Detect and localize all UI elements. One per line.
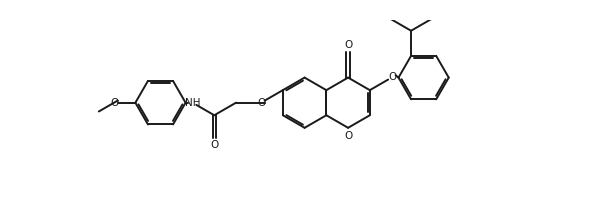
Text: O: O bbox=[344, 131, 352, 141]
Text: O: O bbox=[388, 72, 396, 82]
Text: O: O bbox=[257, 98, 265, 108]
Text: NH: NH bbox=[185, 98, 200, 108]
Text: O: O bbox=[210, 141, 218, 151]
Text: O: O bbox=[110, 98, 118, 108]
Text: O: O bbox=[344, 40, 352, 50]
